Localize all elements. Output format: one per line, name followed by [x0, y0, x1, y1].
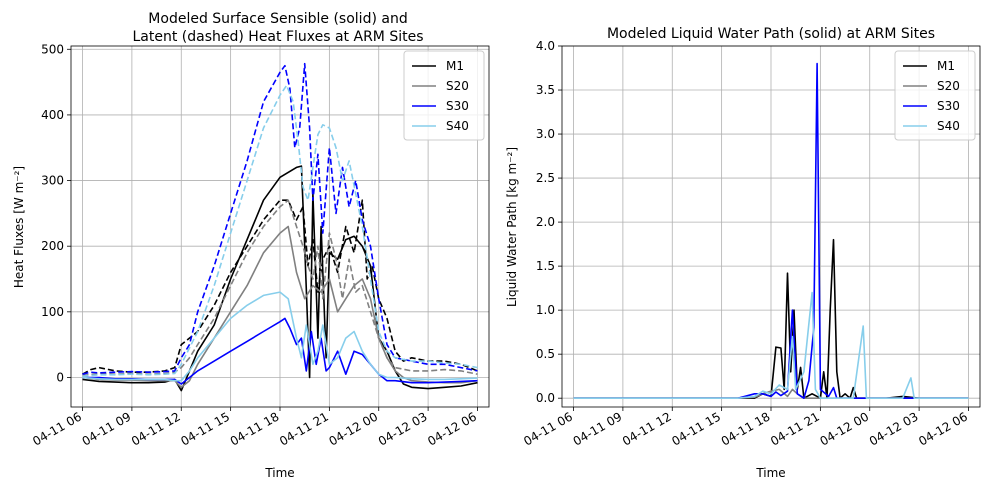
- x-tick-label: 04-12 06: [916, 409, 970, 448]
- legend-label-m1: M1: [446, 59, 464, 73]
- y-tick-label: 1.0: [536, 303, 555, 317]
- legend-label-m1: M1: [937, 59, 955, 73]
- x-tick-label: 04-11 21: [768, 409, 822, 448]
- y-tick-label: 0.0: [536, 391, 555, 405]
- x-tick-label: 04-12 06: [425, 409, 479, 448]
- x-tick-label: 04-11 09: [80, 409, 134, 448]
- chart1-ylabel: Heat Fluxes [W m⁻²]: [12, 166, 26, 288]
- x-tick-label: 04-12 03: [376, 409, 430, 448]
- x-tick-label: 04-11 06: [521, 409, 575, 448]
- liquid-water-path-chart: Modeled Liquid Water Path (solid) at ARM…: [505, 26, 981, 480]
- x-tick-label: 04-11 12: [620, 409, 674, 448]
- x-tick-label: 04-11 12: [129, 409, 183, 448]
- heat-flux-chart: Modeled Surface Sensible (solid) and Lat…: [12, 11, 490, 480]
- chart2-ylabel: Liquid Water Path [kg m⁻²]: [505, 147, 519, 307]
- y-tick-label: 2.0: [536, 215, 555, 229]
- series-line-m1-latent: [82, 199, 478, 375]
- chart1-title-line2: Latent (dashed) Heat Fluxes at ARM Sites: [132, 29, 423, 45]
- legend-frame: [894, 50, 976, 141]
- y-tick-label: 2.5: [536, 171, 555, 185]
- chart1-xlabel: Time: [264, 466, 294, 480]
- y-tick-label: 1.5: [536, 259, 555, 273]
- y-tick-label: 3.5: [536, 83, 555, 97]
- y-tick-label: 0: [56, 370, 64, 384]
- y-tick-label: 400: [41, 108, 64, 122]
- x-tick-label: 04-12 03: [867, 409, 921, 448]
- legend-label-s40: S40: [937, 119, 960, 133]
- x-tick-label: 04-11 15: [669, 409, 723, 448]
- chart2-legend: M1 S20 S30 S40: [894, 50, 976, 141]
- chart2-series-lines: [573, 62, 969, 399]
- x-tick-label: 04-11 18: [719, 409, 773, 448]
- legend-label-s20: S20: [937, 79, 960, 93]
- x-tick-label: 04-11 21: [277, 409, 331, 448]
- x-tick-label: 04-11 15: [178, 409, 232, 448]
- x-tick-label: 04-12 00: [327, 409, 381, 448]
- legend-label-s30: S30: [937, 99, 960, 113]
- series-line-s30-latent: [82, 62, 478, 375]
- chart1-series-lines: [82, 62, 478, 392]
- series-line-s40-sensible: [82, 291, 478, 382]
- legend-label-s40: S40: [446, 119, 469, 133]
- x-tick-label: 04-11 09: [571, 409, 625, 448]
- y-tick-label: 200: [41, 239, 64, 253]
- chart1-legend: M1 S20 S30 S40: [403, 50, 485, 141]
- x-tick-label: 04-11 06: [30, 409, 84, 448]
- chart2-title: Modeled Liquid Water Path (solid) at ARM…: [607, 26, 935, 42]
- series-line-s40-lwp: [573, 291, 969, 399]
- legend-frame: [403, 50, 485, 141]
- y-tick-label: 300: [41, 174, 64, 188]
- y-tick-label: 100: [41, 305, 64, 319]
- x-tick-label: 04-12 00: [818, 409, 872, 448]
- x-tick-label: 04-11 18: [228, 409, 282, 448]
- series-line-s40-latent: [82, 84, 478, 377]
- y-tick-label: 500: [41, 42, 64, 56]
- chart2-xlabel: Time: [755, 466, 785, 480]
- legend-label-s20: S20: [446, 79, 469, 93]
- chart1-title-line1: Modeled Surface Sensible (solid) and: [148, 11, 407, 27]
- y-tick-label: 4.0: [536, 39, 555, 53]
- y-tick-label: 3.0: [536, 127, 555, 141]
- y-tick-label: 0.5: [536, 347, 555, 361]
- legend-label-s30: S30: [446, 99, 469, 113]
